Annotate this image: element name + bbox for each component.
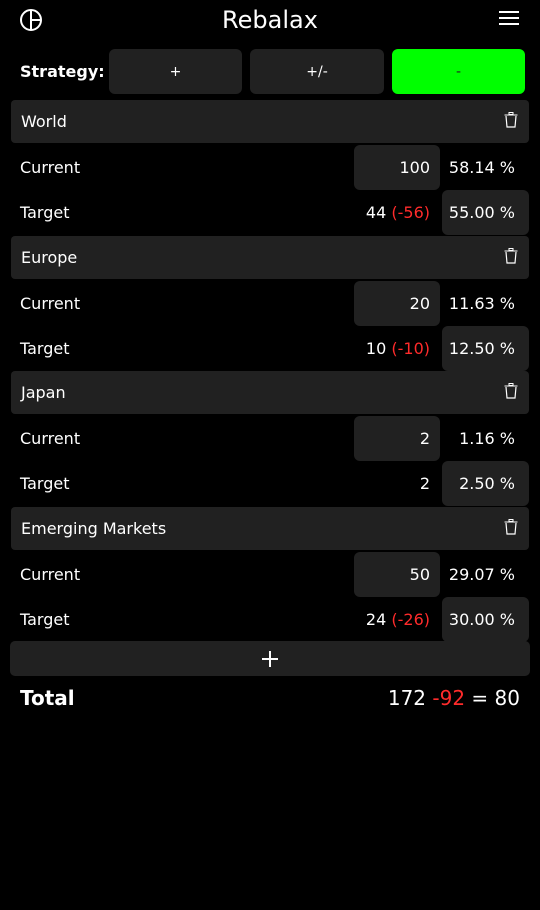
asset-name[interactable]: Japan <box>21 383 66 402</box>
current-percentage: 58.14 % <box>448 158 515 177</box>
target-amount: 24 (-26) <box>366 597 430 642</box>
target-label: Target <box>20 339 70 358</box>
current-percentage: 1.16 % <box>459 429 515 448</box>
hamburger-menu-icon[interactable] <box>499 11 519 29</box>
total-delta: -92 <box>432 686 466 710</box>
target-value: 24 <box>365 610 387 629</box>
target-value: 2 <box>419 474 430 493</box>
strategy-plus-minus-button[interactable]: +/- <box>250 49 384 94</box>
trash-icon[interactable] <box>504 248 518 264</box>
asset-header-europe: Europe <box>11 236 529 279</box>
strategy-plus-button[interactable]: + <box>109 49 242 94</box>
asset-header-japan: Japan <box>11 371 529 414</box>
current-row: Current 2 1.16 % <box>0 416 540 461</box>
target-amount: 2 <box>420 461 430 506</box>
current-value-input[interactable]: 2 <box>354 416 440 461</box>
target-percentage-input[interactable]: 55.00 % <box>442 190 529 235</box>
strategy-minus-button[interactable]: - <box>392 49 525 94</box>
current-label: Current <box>20 158 81 177</box>
current-percentage: 11.63 % <box>448 294 515 313</box>
total-label: Total <box>20 686 75 710</box>
current-row: Current 20 11.63 % <box>0 281 540 326</box>
target-delta: (-10) <box>391 339 430 358</box>
target-percentage-input[interactable]: 30.00 % <box>442 597 529 642</box>
current-label: Current <box>20 429 81 448</box>
asset-header-world: World <box>11 100 529 143</box>
target-value: 10 <box>365 339 387 358</box>
strategy-bar: Strategy: + +/- - <box>0 49 540 94</box>
current-row: Current 100 58.14 % <box>0 145 540 190</box>
trash-icon[interactable] <box>504 112 518 128</box>
asset-name[interactable]: Europe <box>21 248 78 267</box>
current-value-input[interactable]: 100 <box>354 145 440 190</box>
app-header: Rebalax <box>0 0 540 40</box>
add-asset-button[interactable] <box>10 641 530 676</box>
current-value-input[interactable]: 20 <box>354 281 440 326</box>
strategy-label: Strategy: <box>20 62 105 81</box>
current-row: Current 50 29.07 % <box>0 552 540 597</box>
target-percentage-input[interactable]: 12.50 % <box>442 326 529 371</box>
current-percentage: 29.07 % <box>448 565 515 584</box>
current-label: Current <box>20 565 81 584</box>
asset-name[interactable]: World <box>21 112 67 131</box>
target-percentage-input[interactable]: 2.50 % <box>442 461 529 506</box>
trash-icon[interactable] <box>504 519 518 535</box>
current-label: Current <box>20 294 81 313</box>
target-row: Target 44 (-56) 55.00 % <box>0 190 540 235</box>
target-delta: (-26) <box>391 610 430 629</box>
target-value: 44 <box>365 203 387 222</box>
app-title: Rebalax <box>222 6 318 34</box>
total-value: 172 -92 = 80 <box>388 684 520 712</box>
target-row: Target 2 2.50 % <box>0 461 540 506</box>
target-label: Target <box>20 474 70 493</box>
trash-icon[interactable] <box>504 383 518 399</box>
total-current: 172 <box>387 686 427 710</box>
total-result: 80 <box>494 686 520 710</box>
target-amount: 44 (-56) <box>366 190 430 235</box>
asset-name[interactable]: Emerging Markets <box>21 519 167 538</box>
asset-header-emerging-markets: Emerging Markets <box>11 507 529 550</box>
target-label: Target <box>20 203 70 222</box>
current-value-input[interactable]: 50 <box>354 552 440 597</box>
target-row: Target 24 (-26) 30.00 % <box>0 597 540 642</box>
target-amount: 10 (-10) <box>366 326 430 371</box>
target-label: Target <box>20 610 70 629</box>
target-row: Target 10 (-10) 12.50 % <box>0 326 540 371</box>
plus-icon <box>262 650 278 667</box>
pie-chart-icon[interactable] <box>19 8 43 32</box>
target-delta: (-56) <box>391 203 430 222</box>
total-equals: = <box>471 686 489 710</box>
